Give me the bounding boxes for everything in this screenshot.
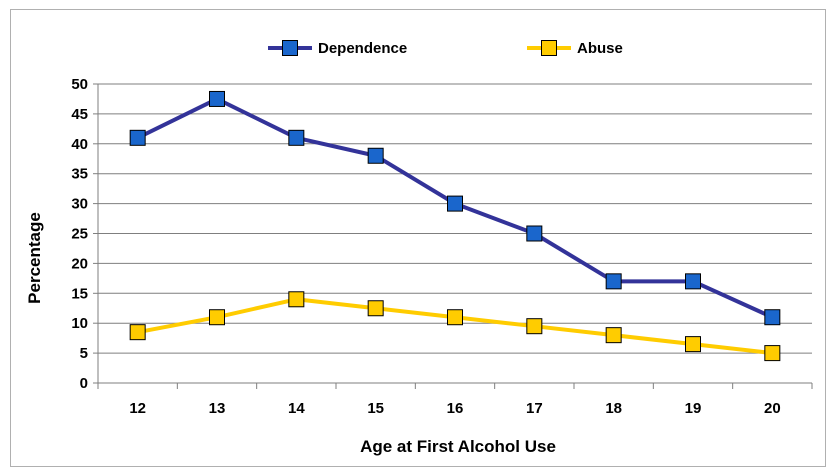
data-point-marker (526, 225, 543, 242)
series-layer (129, 90, 781, 362)
data-point-marker (367, 300, 384, 317)
legend-marker (541, 40, 557, 56)
y-tick-label: 40 (71, 136, 88, 153)
y-tick-label: 0 (80, 375, 88, 392)
data-point-marker (209, 90, 225, 107)
legend-item-dependence: Dependence (268, 40, 407, 57)
x-tick-label: 20 (764, 400, 781, 417)
gridlines (98, 83, 812, 354)
data-point-marker (447, 309, 463, 326)
data-point-marker (288, 291, 305, 308)
legend-label: Dependence (318, 40, 407, 57)
y-axis-title: Percentage (25, 212, 44, 304)
data-point-marker (764, 345, 781, 362)
y-tick-label: 25 (71, 226, 88, 243)
data-point-marker (288, 129, 305, 146)
data-point-marker (129, 129, 146, 146)
axes: 0 5 10 15 20 25 30 35 40 45 50 12 13 14 15 16 17 18 19 20 (71, 76, 813, 417)
x-tick-label: 16 (447, 400, 464, 417)
data-point-marker (685, 336, 701, 353)
series-dependence (129, 90, 781, 326)
legend-item-abuse: Abuse (527, 40, 623, 57)
data-point-marker (209, 309, 225, 326)
series-line (137, 297, 773, 356)
y-tick-label: 5 (80, 345, 88, 362)
legend-marker (282, 40, 298, 56)
data-point-marker (447, 195, 463, 212)
data-point-marker (526, 318, 543, 335)
x-tick-label: 15 (367, 400, 384, 417)
x-tick-label: 18 (605, 400, 622, 417)
data-point-marker (605, 327, 622, 344)
x-tick-label: 17 (526, 400, 543, 417)
data-point-marker (685, 273, 701, 290)
x-axis-title: Age at First Alcohol Use (360, 437, 556, 456)
legend-label: Abuse (577, 40, 623, 57)
y-tick-label: 30 (71, 196, 88, 213)
x-tick-label: 12 (129, 400, 146, 417)
data-point-marker (764, 309, 781, 326)
data-point-marker (367, 147, 384, 164)
x-tick-label: 13 (209, 400, 226, 417)
y-tick-label: 20 (71, 255, 88, 272)
x-tick-label: 14 (288, 400, 305, 417)
y-tick-label: 45 (71, 106, 88, 123)
data-point-marker (129, 324, 146, 341)
x-tick-label: 19 (685, 400, 702, 417)
y-tick-label: 15 (71, 285, 88, 302)
y-tick-label: 10 (71, 315, 88, 332)
legend: Dependence Abuse (268, 40, 623, 57)
data-point-marker (605, 273, 622, 290)
y-tick-label: 35 (71, 166, 88, 183)
y-tick-label: 50 (71, 76, 88, 93)
series-abuse (129, 291, 781, 362)
chart-frame (10, 9, 826, 467)
